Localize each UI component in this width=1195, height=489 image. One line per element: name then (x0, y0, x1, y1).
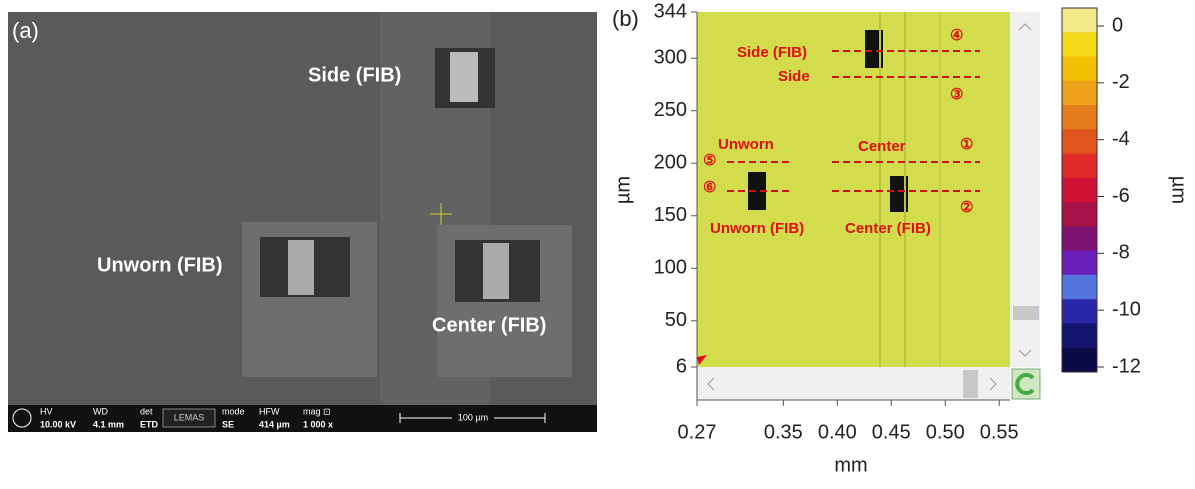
colorbar-swatch (1062, 32, 1097, 57)
panel-label: (b) (612, 6, 639, 31)
annotation: Center (858, 138, 906, 155)
annotation: Unworn (718, 136, 774, 153)
info-value: SE (222, 419, 234, 429)
colorbar-swatch (1062, 129, 1097, 154)
annotation: ⑥ (703, 179, 716, 196)
annotation: Unworn (FIB) (710, 220, 804, 237)
y-tick-label: 300 (654, 46, 687, 68)
colorbar-swatch (1062, 105, 1097, 130)
panel-label: (a) (12, 18, 39, 43)
scale-label: 100 µm (458, 412, 488, 422)
colorbar-label: µm (1168, 176, 1190, 204)
annotation: Side (FIB) (308, 64, 401, 86)
info-name: mag ⊡ (303, 406, 331, 416)
y-tick-label: 150 (654, 204, 687, 226)
v-scroll-thumb[interactable] (1013, 306, 1039, 320)
y-axis-label: µm (612, 176, 634, 204)
annotation: Center (FIB) (845, 220, 931, 237)
annotation: ① (960, 136, 973, 153)
x-tick-label: 0.45 (872, 421, 911, 443)
annotation: ② (960, 199, 973, 216)
colorbar-tick-label: -2 (1112, 71, 1130, 93)
colorbar-swatch (1062, 251, 1097, 276)
fib-trench (288, 240, 314, 295)
info-name: mode (222, 406, 245, 416)
annotation: Side (778, 68, 810, 85)
y-tick-label: 100 (654, 257, 687, 279)
x-tick-label: 0.50 (926, 421, 965, 443)
colorbar-swatch (1062, 299, 1097, 324)
annotation: Side (FIB) (737, 44, 807, 61)
x-tick-label: 0.35 (764, 421, 803, 443)
info-value: 10.00 kV (40, 419, 76, 429)
colorbar-swatch (1062, 323, 1097, 348)
colorbar-swatch (1062, 8, 1097, 33)
colorbar-swatch (1062, 57, 1097, 82)
info-name: det (140, 406, 153, 416)
info-name: HFW (259, 406, 280, 416)
y-tick-label: 200 (654, 152, 687, 174)
colorbar-tick-label: 0 (1112, 14, 1123, 36)
y-tick-label: 250 (654, 99, 687, 121)
logo: LEMAS (174, 412, 205, 422)
colorbar-tick-label: -6 (1112, 185, 1130, 207)
x-tick-label: 0.40 (818, 421, 857, 443)
info-value: 414 µm (259, 419, 290, 429)
fib-trench (483, 243, 509, 299)
colorbar-tick-label: -4 (1112, 128, 1130, 150)
info-value: 4.1 mm (93, 419, 124, 429)
info-name: HV (40, 406, 53, 416)
page: (a) Side (FIB) Unworn (FIB) Center (FIB)… (0, 0, 1195, 484)
colorbar-swatch (1062, 178, 1097, 203)
colorbar-swatch (1062, 81, 1097, 106)
x-tick-label: 0.55 (980, 421, 1019, 443)
h-scroll-thumb[interactable] (963, 370, 978, 398)
height-map (697, 12, 1010, 367)
annotation: ⑤ (703, 152, 716, 169)
colorbar-swatch (1062, 348, 1097, 373)
annotation: ④ (950, 27, 963, 44)
colorbar-swatch (1062, 275, 1097, 300)
annotation: Center (FIB) (432, 314, 546, 336)
fib-trench (450, 52, 478, 102)
colorbar-swatch (1062, 202, 1097, 227)
colorbar-tick-label: -12 (1112, 355, 1141, 377)
y-tick-label: 50 (665, 309, 687, 331)
x-axis-label: mm (834, 454, 867, 476)
info-value: 1 000 x (303, 419, 333, 429)
y-tick-label: 344 (654, 0, 687, 22)
annotation: ③ (950, 86, 963, 103)
figure: (a) Side (FIB) Unworn (FIB) Center (FIB)… (0, 0, 1195, 484)
colorbar-swatch (1062, 154, 1097, 179)
colorbar-tick-label: -10 (1112, 298, 1141, 320)
info-value: ETD (140, 419, 159, 429)
colorbar-tick-label: -8 (1112, 242, 1130, 264)
y-tick-label: 6 (676, 355, 687, 377)
x-tick-label: 0.27 (678, 421, 717, 443)
annotation: Unworn (FIB) (97, 254, 223, 276)
colorbar-swatch (1062, 226, 1097, 251)
info-name: WD (93, 406, 108, 416)
